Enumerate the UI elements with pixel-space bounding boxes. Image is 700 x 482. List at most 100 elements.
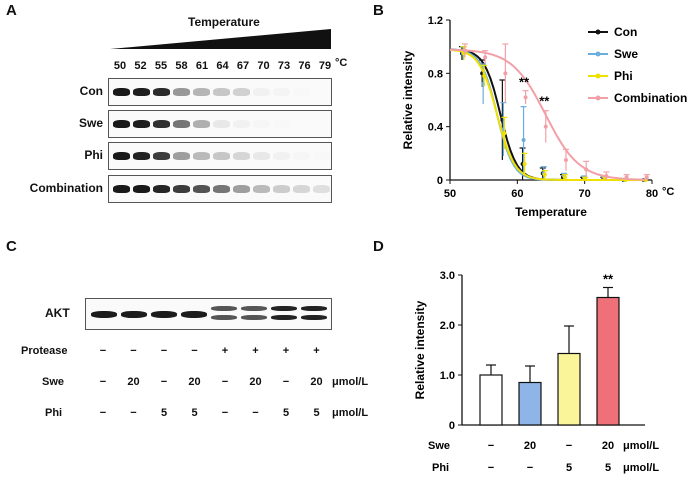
phi-condition: − — [130, 407, 137, 419]
blot-band — [153, 152, 170, 160]
blot-band — [133, 185, 150, 193]
data-point — [542, 172, 547, 177]
swe-row-label: Swe — [428, 440, 450, 452]
data-point — [502, 131, 507, 136]
data-point — [583, 176, 588, 181]
bar-swe — [518, 381, 542, 426]
blot-band — [133, 152, 150, 160]
legend-marker — [595, 29, 601, 35]
blot-band — [173, 120, 190, 128]
blot-band — [233, 185, 250, 193]
blot-band — [113, 185, 130, 193]
protease-condition: − — [160, 345, 168, 357]
phi-condition: − — [221, 407, 229, 419]
blot-band — [173, 88, 190, 96]
data-point — [462, 48, 467, 53]
blot-band — [293, 88, 310, 96]
y-tick-label: 0 — [449, 420, 455, 432]
phi-condition: 5 — [313, 407, 320, 419]
x-tick-label: 60 — [511, 188, 523, 200]
akt-band-upper — [301, 306, 327, 311]
phi-row-label: Phi — [45, 407, 63, 419]
blot-band — [133, 88, 150, 96]
akt-band-lower — [211, 315, 237, 320]
temperature-label: 67 — [236, 60, 250, 72]
bar-phi — [557, 352, 581, 426]
phi-condition: − — [488, 462, 494, 474]
swe-condition: − — [488, 440, 494, 452]
series-line-combination — [449, 48, 646, 181]
y-tick-label: 0 — [437, 175, 443, 187]
swe-unit: μmol/L — [332, 376, 369, 388]
blot-row-label: Swe — [78, 116, 103, 130]
panel-a-letter: A — [6, 2, 17, 19]
akt-band — [91, 311, 117, 318]
protease-condition: + — [252, 345, 259, 357]
x-tick-label: 70 — [579, 188, 591, 200]
data-point — [584, 167, 589, 172]
phi-condition: − — [527, 462, 533, 474]
protease-condition: − — [130, 345, 137, 357]
blot-band — [193, 88, 210, 96]
data-point — [503, 71, 508, 76]
temperature-label: 73 — [277, 60, 291, 72]
swe-condition: 20 — [602, 440, 614, 452]
temperature-unit: °C — [335, 57, 348, 69]
panel-d-letter: D — [373, 238, 384, 255]
akt-band-lower — [241, 315, 267, 320]
blot-band — [293, 120, 310, 128]
phi-unit: μmol/L — [623, 462, 659, 474]
swe-condition: − — [99, 376, 107, 388]
data-point — [482, 74, 487, 78]
swe-condition: 20 — [249, 376, 262, 388]
blot-row-label: Con — [79, 84, 103, 98]
akt-band — [181, 311, 207, 318]
phi-condition: 5 — [605, 462, 611, 474]
akt-band — [121, 311, 147, 318]
temperature-labels: 50 52 55 58 61 64 67 70 73 76 79 °C — [108, 57, 348, 74]
blot-band — [313, 120, 330, 128]
akt-band-upper — [271, 306, 297, 311]
blot-band — [273, 120, 290, 128]
temperature-label: 52 — [134, 60, 147, 72]
akt-band-upper — [211, 306, 237, 311]
temperature-label: 76 — [298, 60, 311, 72]
y-tick-label: 3.0 — [440, 270, 455, 282]
blot-band — [113, 152, 130, 160]
blot-band — [273, 152, 290, 160]
blot-band — [273, 88, 290, 96]
swe-condition: − — [282, 376, 290, 388]
y-axis-label: Relative intensity — [401, 50, 415, 149]
y-tick-label: 0.8 — [428, 68, 443, 80]
data-point — [483, 55, 488, 60]
swe-condition: 20 — [524, 440, 536, 452]
significance-marker: ** — [539, 93, 550, 108]
blot-band — [233, 88, 250, 96]
legend-marker — [595, 73, 601, 79]
akt-band-lower — [271, 315, 297, 320]
blot-band — [113, 120, 130, 128]
swe-row-label: Swe — [42, 376, 65, 388]
blot-band — [313, 185, 330, 193]
data-point — [522, 162, 527, 166]
legend-label: Swe — [614, 47, 638, 61]
blot-row-label: Combination — [29, 181, 103, 195]
blot-strip — [108, 175, 332, 203]
swe-condition: − — [566, 440, 572, 452]
protease-condition: + — [282, 345, 290, 357]
phi-condition: 5 — [191, 407, 198, 419]
akt-band-lower — [301, 315, 327, 320]
bar-combination — [596, 296, 620, 426]
blot-band — [213, 152, 230, 160]
legend-marker — [595, 95, 601, 101]
phi-condition: 5 — [160, 407, 168, 419]
legend-label: Con — [614, 25, 637, 39]
data-point — [521, 138, 526, 142]
blot-band — [233, 120, 250, 128]
protease-condition: + — [221, 345, 229, 357]
blot-band — [233, 152, 250, 160]
blot-band — [213, 88, 230, 96]
y-axis-label: Relative intensity — [413, 300, 427, 399]
swe-condition: 20 — [127, 376, 140, 388]
data-point — [562, 175, 567, 180]
